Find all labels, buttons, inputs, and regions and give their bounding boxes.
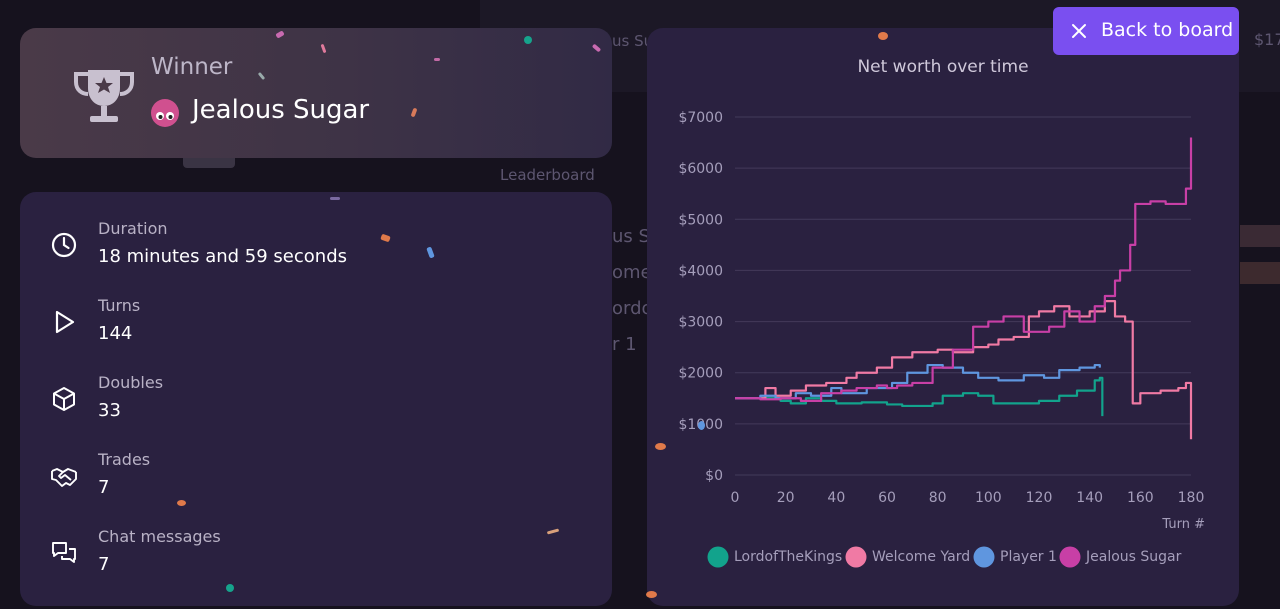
y-tick-label: $7000 (678, 110, 723, 126)
legend-item-player-1[interactable]: Player 1 (973, 546, 1057, 568)
x-tick-label: 160 (1127, 490, 1154, 506)
background-bar (1240, 225, 1280, 247)
x-tick-label: 20 (777, 490, 795, 506)
legend-label: LordofTheKings (734, 549, 842, 565)
stat-duration: Duration 18 minutes and 59 seconds (20, 219, 612, 289)
y-tick-label: $0 (705, 468, 723, 484)
stat-value: 144 (98, 323, 133, 344)
chart-title: Net worth over time (857, 57, 1028, 77)
stat-label: Doubles (98, 373, 164, 392)
y-tick-label: $4000 (678, 263, 723, 279)
x-tick-label: 40 (827, 490, 845, 506)
x-tick-label: 120 (1026, 490, 1053, 506)
legend-item-lordofthekings[interactable]: LordofTheKings (707, 546, 843, 568)
legend-label: Jealous Sugar (1085, 549, 1182, 565)
winner-label: Winner (151, 54, 233, 80)
legend-swatch (973, 546, 995, 568)
x-tick-label: 0 (731, 490, 740, 506)
legend-swatch (845, 546, 867, 568)
handshake-icon (51, 468, 77, 487)
net-worth-chart-card: Net worth over time $0$1000$2000$3000$40… (647, 28, 1239, 606)
stat-label: Trades (98, 450, 151, 469)
background-bar (1240, 262, 1280, 284)
play-icon (55, 310, 75, 334)
stat-doubles: Doubles 33 (20, 373, 612, 443)
back-to-board-label: Back to board (1101, 19, 1234, 41)
confetti-piece (524, 36, 532, 44)
x-tick-label: 100 (975, 490, 1002, 506)
winner-card: Winner Jealous Sugar (20, 28, 612, 158)
chat-icon (52, 542, 76, 563)
trophy-icon (74, 70, 134, 122)
x-tick-label: 60 (878, 490, 896, 506)
stat-turns: Turns 144 (20, 296, 612, 366)
legend-swatch (1059, 546, 1081, 568)
stat-trades: Trades 7 (20, 450, 612, 520)
y-tick-label: $2000 (678, 366, 723, 382)
legend-item-welcome-yard[interactable]: Welcome Yard (845, 546, 971, 568)
confetti-piece (177, 500, 186, 506)
stat-value: 7 (98, 477, 110, 498)
background-player-name: ordo (612, 298, 653, 319)
series-line-welcome-yard (735, 300, 1193, 440)
stat-chat-messages: Chat messages 7 (20, 527, 612, 597)
stat-label: Duration (98, 219, 168, 238)
background-leaderboard-text: Leaderboard (500, 166, 595, 184)
y-tick-label: $6000 (678, 161, 723, 177)
net-worth-chart: Net worth over time $0$1000$2000$3000$40… (678, 57, 1205, 568)
stat-value: 7 (98, 554, 110, 575)
series-line-player-1 (735, 363, 1101, 400)
confetti-piece (878, 32, 888, 40)
stat-label: Chat messages (98, 527, 221, 546)
clock-icon (51, 232, 77, 258)
stat-value: 18 minutes and 59 seconds (98, 246, 347, 267)
close-icon (1072, 24, 1086, 38)
legend-swatch (707, 546, 729, 568)
background-money: $17 (1254, 30, 1280, 49)
y-tick-label: $3000 (678, 315, 723, 331)
winner-name: Jealous Sugar (192, 95, 370, 125)
y-tick-label: $5000 (678, 212, 723, 228)
stat-value: 33 (98, 400, 121, 421)
legend-label: Player 1 (1000, 549, 1057, 565)
winner-avatar (151, 99, 179, 127)
series-line-jealous-sugar (735, 137, 1193, 402)
x-tick-label: 80 (929, 490, 947, 506)
background-player-name: r 1 (612, 334, 637, 355)
x-tick-label: 140 (1076, 490, 1103, 506)
legend-label: Welcome Yard (872, 549, 970, 565)
confetti-piece (655, 443, 666, 450)
back-to-board-button[interactable]: Back to board (1053, 7, 1239, 55)
confetti-piece (226, 584, 234, 592)
background-player-name: ome (612, 262, 652, 283)
confetti-piece (698, 421, 705, 430)
game-stats-card: Duration 18 minutes and 59 seconds Turns… (20, 192, 612, 606)
confetti-piece (330, 197, 340, 200)
x-tick-label: 180 (1178, 490, 1205, 506)
cube-icon (53, 387, 75, 411)
confetti-piece (434, 58, 440, 61)
confetti-piece (646, 591, 657, 598)
legend-item-jealous-sugar[interactable]: Jealous Sugar (1059, 546, 1182, 568)
stat-label: Turns (98, 296, 141, 315)
x-axis-label: Turn # (1161, 517, 1205, 532)
